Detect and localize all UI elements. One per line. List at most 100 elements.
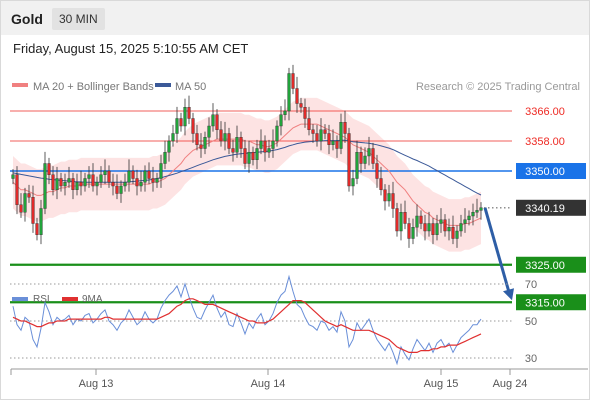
candle-body xyxy=(375,163,379,179)
candles xyxy=(11,64,483,248)
candle-body xyxy=(11,174,15,179)
x-tick-label: Aug 13 xyxy=(79,378,114,390)
candle-body xyxy=(35,223,39,235)
candle-body xyxy=(15,174,19,205)
candle-body xyxy=(263,140,267,153)
candle-body xyxy=(83,178,87,187)
rsi-panel: 70 50 30 xyxy=(10,274,537,366)
candle-body xyxy=(399,212,403,232)
candle-body xyxy=(431,223,435,235)
candle-body xyxy=(87,174,91,179)
candle-body xyxy=(311,129,315,134)
candle-body xyxy=(155,178,159,183)
candle-body xyxy=(435,223,439,235)
bollinger-bands xyxy=(13,97,481,252)
moving-averages xyxy=(12,123,482,226)
x-axis: Aug 13 Aug 14 Aug 15 Aug 24 xyxy=(10,368,588,390)
candle-body xyxy=(143,170,147,183)
candle-body xyxy=(159,163,163,179)
candle-body xyxy=(459,223,463,232)
ma20-legend-label: MA 20 + Bollinger Bands xyxy=(33,81,154,93)
candle-body xyxy=(239,137,243,149)
candle-body xyxy=(455,230,459,239)
candle-body xyxy=(331,140,335,145)
candle-body xyxy=(139,182,143,187)
candle-body xyxy=(187,107,191,119)
candle-body xyxy=(363,155,367,164)
candle-body xyxy=(119,185,123,194)
ma9-legend-label: 9MA xyxy=(82,294,103,305)
candle-body xyxy=(443,219,447,232)
timeframe-button[interactable]: 30 MIN xyxy=(52,8,105,30)
candle-body xyxy=(259,140,263,149)
candle-body xyxy=(195,133,199,145)
candle-body xyxy=(91,174,95,187)
candle-body xyxy=(367,148,371,157)
level-tag-3350.00 xyxy=(516,163,586,179)
symbol-title: Gold xyxy=(11,11,43,27)
candle-body xyxy=(111,182,115,187)
candle-body xyxy=(439,219,443,224)
candle-body xyxy=(415,215,419,228)
candle-body xyxy=(75,182,79,190)
candle-body xyxy=(395,208,399,232)
candle-body xyxy=(359,152,363,164)
candle-body xyxy=(275,125,279,142)
candle-body xyxy=(347,133,351,187)
candle-body xyxy=(371,148,375,164)
candle-body xyxy=(31,197,35,224)
ma9-legend-swatch xyxy=(62,297,78,301)
candle-body xyxy=(279,114,283,127)
candle-body xyxy=(419,215,423,224)
ma50-line xyxy=(12,139,482,196)
candle-body xyxy=(171,133,175,142)
datetime-label: Friday, August 15, 2025 5:10:55 AM CET xyxy=(13,41,249,56)
candle-body xyxy=(463,219,467,224)
candle-body xyxy=(71,178,75,190)
candle-body xyxy=(303,107,307,119)
x-tick-label: Aug 14 xyxy=(251,378,286,390)
candle-body xyxy=(255,148,259,160)
candle-body xyxy=(27,193,31,198)
candle-body xyxy=(103,170,107,175)
candle-body xyxy=(403,212,407,224)
candle-body xyxy=(215,114,219,130)
x-tick-label: Aug 15 xyxy=(424,378,459,390)
candle-body xyxy=(291,73,295,89)
candle-body xyxy=(235,137,239,153)
candle-body xyxy=(151,178,155,183)
candle-body xyxy=(39,208,43,235)
level-label-3358.00: 3358.00 xyxy=(525,136,565,148)
candle-body xyxy=(451,227,455,239)
candle-body xyxy=(223,133,227,142)
candle-body xyxy=(131,170,135,179)
last-price-label: 3340.19 xyxy=(525,203,565,215)
ma20-legend-swatch xyxy=(12,83,28,87)
candle-body xyxy=(295,88,299,104)
candle-body xyxy=(123,182,127,187)
candle-body xyxy=(327,133,331,145)
projection-arrow-line xyxy=(483,207,511,293)
candle-body xyxy=(115,185,119,194)
level-label-3325.00: 3325.00 xyxy=(525,260,565,272)
candle-body xyxy=(51,174,55,190)
candle-body xyxy=(427,223,431,232)
candle-body xyxy=(343,122,347,134)
candle-body xyxy=(383,189,387,202)
candle-body xyxy=(59,178,63,187)
level-label-3350.00: 3350.00 xyxy=(525,166,565,178)
candle-body xyxy=(135,178,139,187)
candle-body xyxy=(423,223,427,232)
candle-body xyxy=(319,129,323,142)
candle-body xyxy=(471,212,475,217)
candle-body xyxy=(231,148,235,153)
candle-body xyxy=(227,133,231,149)
candle-body xyxy=(19,204,23,213)
candle-body xyxy=(339,122,343,149)
level-label-3366.00: 3366.00 xyxy=(525,106,565,118)
projection xyxy=(483,207,514,301)
rsi-tick-50: 50 xyxy=(525,316,537,328)
candle-body xyxy=(283,110,287,115)
candle-body xyxy=(447,227,451,232)
